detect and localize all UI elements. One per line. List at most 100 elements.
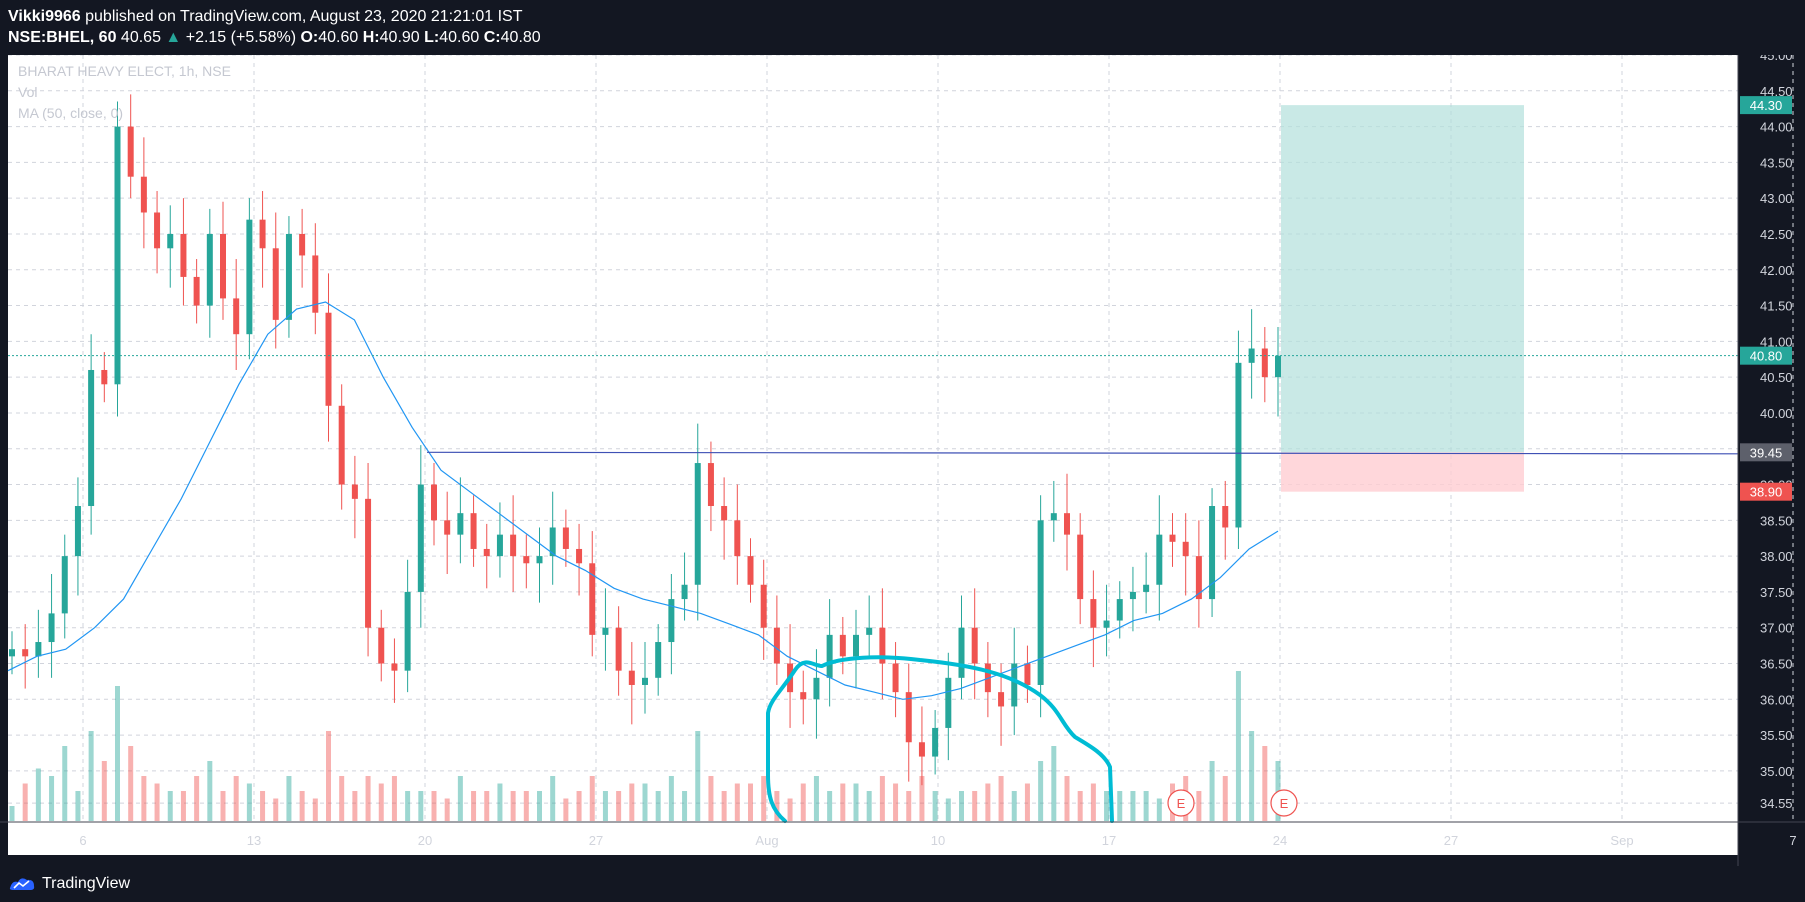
volume-bar — [471, 791, 477, 821]
volume-bar — [457, 776, 463, 821]
candle-body — [589, 563, 596, 635]
volume-bar — [866, 791, 872, 821]
candle-body — [1222, 506, 1229, 528]
candle-body — [457, 513, 464, 535]
candle-body — [615, 627, 622, 671]
price-tag-bg — [1740, 482, 1792, 501]
open-value: 40.60 — [318, 29, 359, 46]
volume-bar — [167, 791, 173, 821]
hand-drawn-curve[interactable] — [766, 655, 1114, 823]
moving-average-line — [7, 301, 1279, 700]
price-tick-label: 35.50 — [1760, 728, 1793, 743]
volume-bar — [1143, 791, 1149, 821]
price-tick-label: 36.50 — [1760, 657, 1793, 672]
candle-body — [1235, 362, 1242, 528]
publisher-name[interactable]: Vikki9966 — [8, 8, 81, 25]
volume-bar — [497, 783, 503, 821]
candle-body — [48, 613, 55, 643]
time-tick-label: 20 — [418, 833, 432, 848]
candle-body — [800, 692, 807, 700]
volume-bar — [1249, 731, 1255, 821]
volume-bar — [1262, 746, 1268, 821]
candle-body — [1116, 599, 1123, 621]
candle-body — [193, 276, 200, 306]
candle-body — [1077, 534, 1084, 600]
candle-body — [694, 463, 701, 585]
volume-bar — [1235, 671, 1241, 821]
candle-body — [167, 233, 174, 249]
symbol-label: NSE:BHEL, 60 — [8, 29, 117, 46]
candle-body — [365, 498, 372, 628]
volume-bar — [1222, 776, 1228, 821]
candle-body — [932, 727, 939, 757]
price-tick-label: 34.55 — [1760, 796, 1793, 811]
time-tick-label: 24 — [1273, 833, 1287, 848]
candle-body — [998, 692, 1005, 707]
candle-body — [1103, 620, 1110, 628]
candle-body — [576, 548, 583, 564]
volume-bar — [1077, 791, 1083, 821]
volume-bar — [286, 776, 292, 821]
candle-body — [404, 591, 411, 671]
candle-body — [945, 677, 952, 728]
volume-bar — [734, 783, 740, 821]
price-tick-label: 41.50 — [1760, 299, 1793, 314]
volume-bar — [418, 791, 424, 821]
volume-bar — [339, 776, 345, 821]
price-tag-text: 38.90 — [1750, 485, 1783, 500]
candle-body — [101, 369, 108, 385]
candle-body — [839, 634, 846, 657]
volume-bar — [273, 798, 279, 821]
volume-bar — [431, 791, 437, 821]
legend-symbol: BHARAT HEAVY ELECT, 1h, NSE — [18, 63, 231, 79]
time-tick-label: 7 — [1789, 833, 1796, 848]
candle-body — [299, 233, 306, 256]
volume-bar — [246, 783, 252, 821]
candle-body — [140, 176, 147, 213]
volume-bar — [919, 776, 925, 821]
candle-body — [655, 642, 662, 678]
close-value: 40.80 — [500, 29, 541, 46]
volume-bar — [1064, 776, 1070, 821]
candle-body — [22, 649, 29, 657]
candle-body — [523, 556, 530, 564]
candle-body — [378, 627, 385, 664]
candle-body — [206, 233, 213, 306]
price-tick-label: 36.00 — [1760, 692, 1793, 707]
volume-bar — [668, 776, 674, 821]
horizontal-line[interactable] — [426, 451, 1739, 455]
tradingview-logo-icon[interactable] — [8, 876, 36, 892]
low-label: L: — [424, 29, 440, 46]
candle-body — [562, 527, 569, 549]
candle-body — [272, 248, 279, 320]
candle-body — [35, 642, 42, 657]
candle-body — [496, 534, 503, 557]
candle-body — [866, 627, 873, 635]
price-tag-bg — [1740, 96, 1792, 115]
time-axis[interactable]: 6 13 20 27 Aug 10 17 24 27 Sep 7 — [79, 833, 1796, 848]
up-arrow-icon: ▲ — [165, 29, 182, 46]
volume-bar — [813, 776, 819, 821]
candle-body — [813, 677, 820, 700]
candle-body — [1209, 506, 1216, 600]
price-tick-label: 40.50 — [1760, 370, 1793, 385]
volume-bar — [959, 791, 964, 821]
candle-body — [892, 663, 899, 693]
candle-body — [220, 233, 226, 299]
volume-bar — [1156, 798, 1162, 821]
volume-bar — [1104, 791, 1110, 821]
footer-brand[interactable]: TradingView — [42, 875, 131, 892]
price-axis[interactable]: 34.55 35.00 35.50 36.00 36.50 37.00 37.50 38.00… — [1760, 55, 1793, 811]
price-tag-text: 44.30 — [1750, 98, 1783, 113]
candle-body — [444, 520, 451, 535]
volume-bar — [128, 746, 134, 821]
candle-body — [417, 484, 424, 592]
candle-body — [88, 369, 95, 507]
volume-bar — [642, 783, 648, 821]
chart-header: Vikki9966 published on TradingView.com, … — [0, 0, 1805, 55]
volume-bar — [972, 791, 978, 821]
volume-bar — [101, 761, 107, 821]
candle-body — [773, 627, 780, 664]
volume-bar — [629, 783, 635, 821]
